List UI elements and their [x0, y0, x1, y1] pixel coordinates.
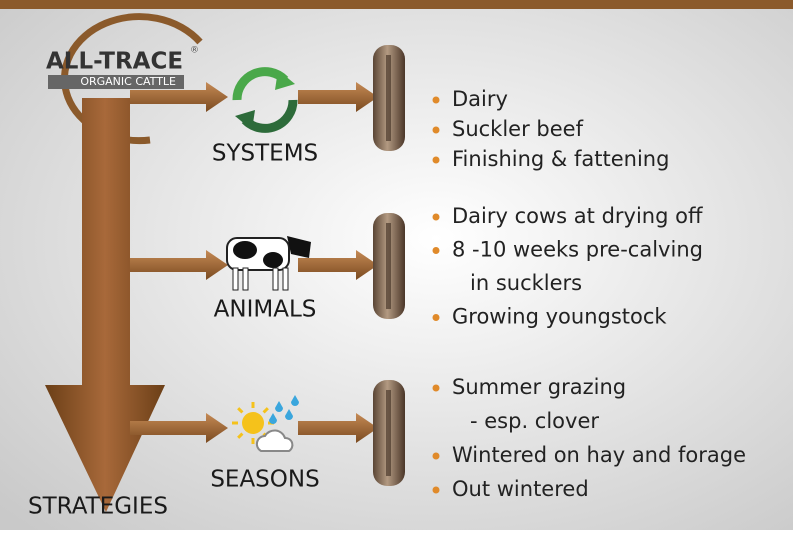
list-item: Suckler beef [452, 117, 584, 141]
bullet [433, 97, 440, 104]
cow-spot [233, 241, 257, 259]
list-item: Finishing & fattening [452, 147, 669, 171]
footer-label: STRATEGIES [28, 494, 168, 520]
bullet [433, 487, 440, 494]
logo-subtitle: ORGANIC CATTLE [80, 75, 176, 88]
list-item: Summer grazing [452, 375, 626, 399]
list-item: - esp. clover [470, 409, 599, 433]
list-item: Out wintered [452, 477, 589, 501]
list-item: Dairy [452, 87, 508, 111]
bullet [433, 314, 440, 321]
logo-title: ALL-TRACE [46, 49, 183, 75]
list-item: Wintered on hay and forage [452, 443, 746, 467]
diagram: ALL-TRACE ® ORGANIC CATTLE STRATEGIES SY… [0, 0, 793, 530]
bolus-slot [386, 390, 391, 476]
bolus-slot [386, 55, 391, 141]
top-bar [0, 0, 793, 9]
row-label: SEASONS [210, 467, 319, 493]
cow-spot [263, 252, 283, 268]
cow-leg [233, 268, 238, 290]
cow-leg [273, 268, 278, 290]
list-item: 8 -10 weeks pre-calving [452, 238, 703, 262]
page: {"logo": {"title": "ALL-TRACE", "mark": … [0, 0, 793, 530]
bullet [433, 453, 440, 460]
list-item: Growing youngstock [452, 305, 667, 329]
bullet [433, 247, 440, 254]
row-label: SYSTEMS [212, 141, 318, 167]
bullet [433, 214, 440, 221]
list-item: in sucklers [470, 271, 582, 295]
cow-leg [283, 268, 288, 290]
bullet [433, 157, 440, 164]
logo-mark: ® [190, 46, 199, 56]
sun-icon [242, 412, 264, 434]
cow-leg [243, 268, 248, 290]
row-label: ANIMALS [214, 297, 317, 323]
bullet [433, 385, 440, 392]
list-item: Dairy cows at drying off [452, 204, 703, 228]
bullet [433, 127, 440, 134]
bolus-slot [386, 223, 391, 309]
